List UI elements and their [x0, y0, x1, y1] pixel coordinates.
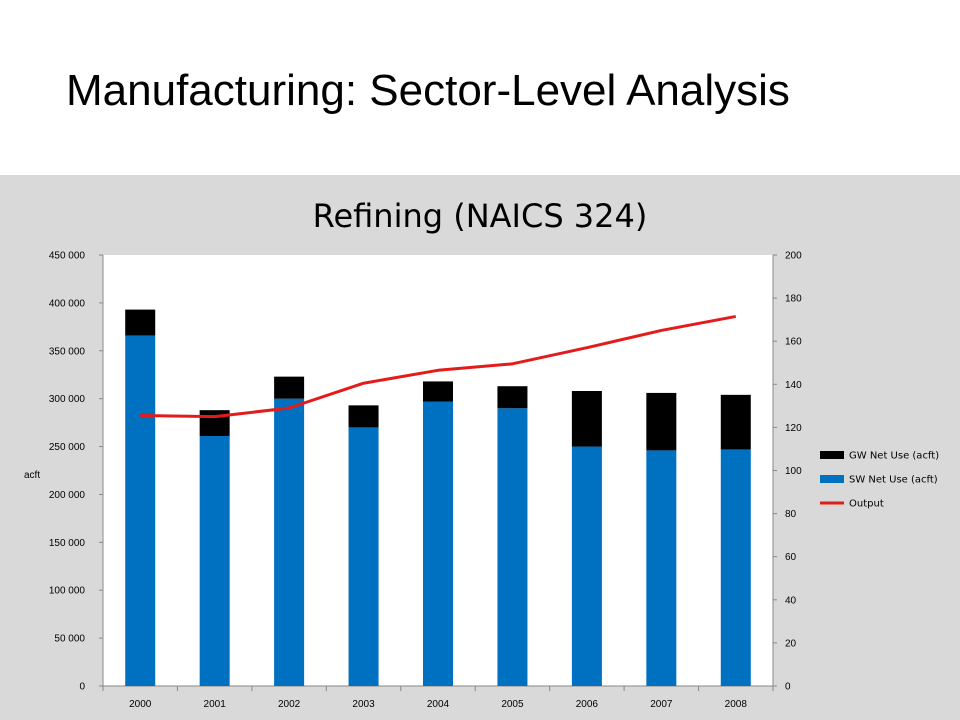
y-tick-label: 250 000: [49, 442, 86, 453]
y2-tick-label: 120: [785, 423, 802, 434]
y-tick-label: 350 000: [49, 346, 86, 357]
x-tick-label: 2006: [576, 699, 599, 710]
bar-gw: [274, 376, 305, 399]
bar-gw: [423, 381, 453, 402]
y2-tick-label: 100: [785, 466, 802, 477]
y-tick-label: 150 000: [49, 538, 86, 549]
bar-gw: [497, 386, 528, 409]
x-tick-label: 2008: [725, 699, 748, 710]
chart-title: Refining (NAICS 324): [313, 197, 648, 235]
refining-chart: Refining (NAICS 324) acft 0 50 000 100 000…: [24, 197, 939, 711]
y-tick-label: 300 000: [49, 394, 86, 405]
bar-sw: [423, 401, 453, 686]
legend-label: GW Net Use (acft): [849, 451, 939, 462]
legend-swatch: [820, 451, 844, 459]
y-tick-label: 50 000: [54, 634, 85, 645]
y-tick-label: 0: [79, 682, 85, 693]
x-tick-label: 2000: [129, 699, 152, 710]
y2-tick-label: 40: [785, 595, 797, 606]
y2-tick-label: 60: [785, 552, 797, 563]
bar-gw: [125, 309, 156, 336]
bar-gw: [720, 394, 751, 450]
y2-tick-label: 200: [785, 251, 802, 262]
y-tick-label: 450 000: [49, 251, 86, 262]
chart-panel: Refining (NAICS 324) acft 0 50 000 100 000…: [0, 175, 960, 720]
x-tick-label: 2003: [352, 699, 375, 710]
y2-tick-label: 0: [785, 682, 791, 693]
y-tick-label: 400 000: [49, 298, 86, 309]
y2-tick-label: 180: [785, 294, 802, 305]
bar-sw: [348, 427, 379, 686]
output-line: [140, 314, 737, 419]
x-tick-label: 2004: [427, 699, 450, 710]
x-tick-label: 2005: [501, 699, 524, 710]
x-tick-label: 2002: [278, 699, 301, 710]
y-tick-label: 200 000: [49, 490, 86, 501]
bar-sw: [646, 450, 677, 686]
plot-area: 0 50 000 100 000 150 000 200 000 250 000 300 0…: [49, 251, 802, 711]
legend-label: Output: [849, 499, 884, 510]
x-tick-label: 2001: [204, 699, 227, 710]
bar-sw: [125, 335, 156, 686]
bar-sw: [199, 436, 230, 686]
y2-tick-label: 20: [785, 638, 797, 649]
legend: GW Net Use (acft) SW Net Use (acft) Output: [820, 451, 939, 510]
bar-sw: [274, 398, 305, 686]
y2-tick-label: 160: [785, 337, 802, 348]
y-tick-label: 100 000: [49, 586, 86, 597]
bar-sw: [720, 449, 751, 686]
y2-tick-label: 140: [785, 380, 802, 391]
slide-title: Manufacturing: Sector-Level Analysis: [66, 66, 790, 115]
x-tick-label: 2007: [650, 699, 673, 710]
y2-tick-label: 80: [785, 509, 797, 520]
bar-gw: [571, 391, 602, 447]
bar-gw: [348, 405, 379, 428]
bar-sw: [571, 446, 602, 686]
y-axis-label: acft: [24, 470, 40, 481]
bar-gw: [646, 392, 677, 451]
legend-swatch: [820, 475, 844, 483]
legend-label: SW Net Use (acft): [849, 475, 938, 486]
bar-sw: [497, 408, 528, 686]
